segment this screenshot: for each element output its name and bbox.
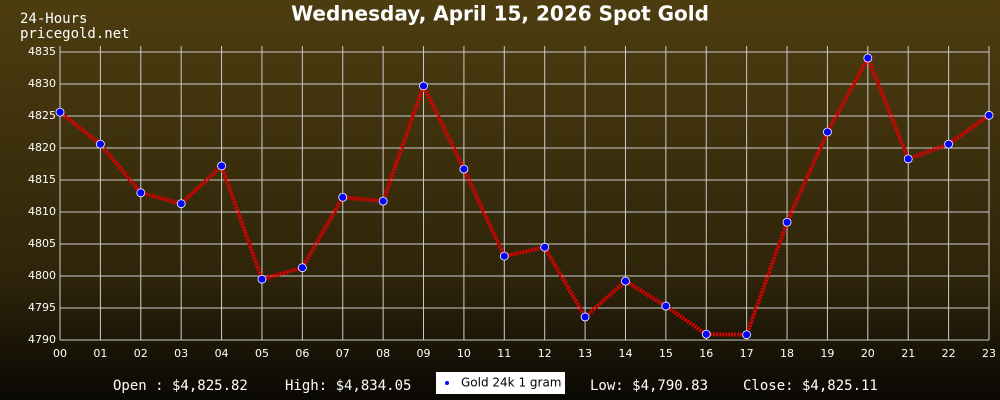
- data-point: [984, 110, 994, 120]
- y-tick-label: 4810: [28, 205, 56, 218]
- data-point: [701, 329, 711, 339]
- y-tick-label: 4815: [28, 173, 56, 186]
- x-tick-label: 05: [255, 347, 269, 360]
- data-point: [176, 199, 186, 209]
- data-point: [863, 53, 873, 63]
- legend-box: [436, 372, 565, 394]
- x-tick-label: 03: [174, 347, 188, 360]
- y-tick-label: 4825: [28, 109, 56, 122]
- x-tick-label: 13: [578, 347, 592, 360]
- x-tick-label: 19: [820, 347, 834, 360]
- source-label: pricegold.net: [20, 26, 130, 42]
- x-tick-label: 10: [457, 347, 471, 360]
- y-tick-label: 4800: [28, 269, 56, 282]
- x-tick-label: 21: [901, 347, 915, 360]
- x-tick-label: 14: [618, 347, 632, 360]
- data-point: [55, 107, 65, 117]
- stat-label: Open : $4,825.82: [113, 378, 248, 394]
- data-point: [419, 81, 428, 91]
- chart-title: Wednesday, April 15, 2026 Spot Gold: [291, 2, 709, 26]
- legend-label: Gold 24k 1 gram: [461, 376, 561, 390]
- x-tick-label: 01: [93, 347, 107, 360]
- x-tick-label: 16: [699, 347, 713, 360]
- stat-label: Low: $4,790.83: [590, 378, 708, 394]
- x-tick-label: 00: [53, 347, 67, 360]
- data-point: [338, 192, 348, 202]
- x-tick-label: 06: [295, 347, 309, 360]
- x-tick-label: 18: [780, 347, 794, 360]
- stat-label: Close: $4,825.11: [743, 378, 878, 394]
- data-point: [499, 251, 509, 261]
- x-tick-label: 02: [134, 347, 148, 360]
- data-point: [621, 276, 630, 286]
- x-tick-label: 12: [538, 347, 552, 360]
- data-point: [661, 301, 671, 311]
- x-tick-label: 22: [942, 347, 956, 360]
- x-tick-label: 11: [497, 347, 511, 360]
- x-tick-label: 09: [417, 347, 431, 360]
- data-point: [742, 330, 752, 340]
- y-tick-label: 4795: [28, 301, 56, 314]
- y-tick-label: 4830: [28, 77, 56, 90]
- legend-marker: [445, 381, 449, 385]
- x-tick-label: 04: [215, 347, 229, 360]
- period-label: 24-Hours: [20, 11, 87, 27]
- x-tick-label: 07: [336, 347, 350, 360]
- x-tick-label: 08: [376, 347, 390, 360]
- data-point: [217, 161, 226, 171]
- data-point: [136, 188, 146, 198]
- x-tick-label: 15: [659, 347, 673, 360]
- data-point: [459, 164, 469, 174]
- legend: Gold 24k 1 gram: [436, 372, 565, 394]
- data-point: [540, 242, 550, 252]
- data-point: [823, 127, 832, 137]
- series-line: [58, 53, 991, 337]
- data-point: [580, 312, 590, 322]
- y-tick-label: 4805: [28, 237, 56, 250]
- data-point: [95, 139, 105, 149]
- y-tick-label: 4835: [28, 45, 56, 58]
- data-point: [378, 196, 388, 206]
- stat-label: High: $4,834.05: [285, 378, 411, 394]
- data-point: [297, 263, 307, 273]
- x-tick-label: 17: [740, 347, 754, 360]
- data-point: [944, 139, 954, 149]
- y-tick-label: 4820: [28, 141, 56, 154]
- data-point: [903, 154, 913, 164]
- x-tick-label: 23: [982, 347, 996, 360]
- data-point: [782, 217, 792, 227]
- x-tick-label: 20: [861, 347, 875, 360]
- y-tick-label: 4790: [28, 333, 56, 346]
- data-point: [257, 274, 267, 284]
